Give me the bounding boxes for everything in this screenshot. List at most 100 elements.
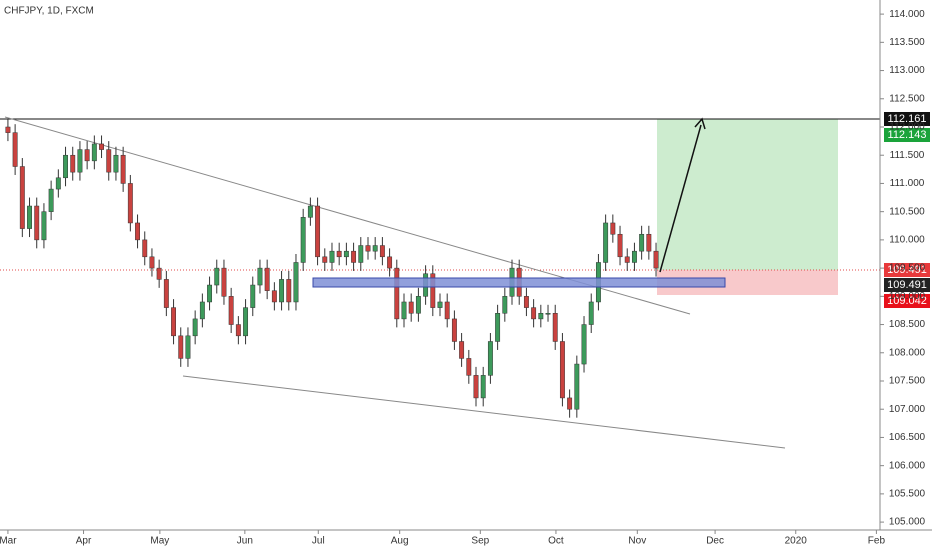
chart-title: CHFJPY, 1D, FXCM bbox=[4, 6, 94, 17]
candle-body bbox=[322, 256, 328, 263]
trend-line bbox=[182, 375, 786, 449]
candle-body bbox=[444, 301, 450, 320]
candle-body bbox=[199, 301, 205, 320]
candle-body bbox=[178, 335, 184, 359]
candle-body bbox=[473, 375, 479, 399]
candle-body bbox=[279, 279, 285, 303]
arrow bbox=[659, 124, 702, 273]
y-tick-label: 105.500 bbox=[889, 489, 926, 500]
price-tag bbox=[884, 294, 930, 308]
candle-body bbox=[257, 267, 263, 286]
x-tick-label: Oct bbox=[548, 536, 564, 547]
candle-body bbox=[646, 233, 652, 252]
candle-body bbox=[401, 301, 407, 320]
candle-body bbox=[99, 143, 104, 150]
candle-body bbox=[207, 284, 213, 303]
candle-body bbox=[127, 183, 133, 224]
candle-body bbox=[495, 313, 501, 342]
candle-body bbox=[307, 205, 313, 218]
candles bbox=[5, 118, 659, 418]
candle-body bbox=[336, 250, 342, 258]
candle-body bbox=[531, 307, 537, 320]
candle-body bbox=[149, 256, 155, 269]
candle-body bbox=[185, 335, 191, 359]
support-zone bbox=[312, 277, 726, 288]
candle-body bbox=[617, 233, 623, 258]
candle-body bbox=[408, 301, 414, 314]
candle-body bbox=[286, 279, 292, 303]
candle-body bbox=[480, 375, 486, 399]
candle-body bbox=[358, 245, 364, 263]
candle-body bbox=[135, 222, 140, 241]
candle-body bbox=[372, 245, 378, 252]
candle-body bbox=[631, 250, 637, 263]
candle-body bbox=[415, 296, 421, 314]
target-zone bbox=[657, 119, 838, 270]
candle-body bbox=[228, 296, 234, 325]
y-tick-label: 110.500 bbox=[889, 206, 925, 217]
candle-body bbox=[567, 397, 573, 410]
candle-body bbox=[588, 301, 594, 325]
y-tick-label: 112.000 bbox=[889, 122, 925, 133]
y-tick-label: 114.000 bbox=[889, 9, 925, 20]
candle-body bbox=[603, 222, 609, 263]
y-tick-label: 113.000 bbox=[889, 65, 925, 76]
y-tick-label: 111.000 bbox=[890, 178, 925, 189]
candle-body bbox=[171, 307, 177, 337]
candle-body bbox=[351, 250, 357, 263]
x-tick-label: Feb bbox=[868, 536, 886, 547]
candle-body bbox=[430, 273, 436, 308]
candle-body bbox=[156, 267, 162, 280]
candle-body bbox=[63, 154, 68, 179]
candle-body bbox=[343, 250, 349, 258]
y-tick-label: 109.500 bbox=[889, 263, 926, 274]
candle-body bbox=[214, 267, 220, 286]
price-tag bbox=[884, 128, 930, 142]
candle-body bbox=[264, 267, 270, 291]
x-tick-label: Jul bbox=[312, 536, 325, 547]
candle-body bbox=[379, 245, 385, 258]
candle-body bbox=[77, 149, 83, 173]
candle-body bbox=[271, 290, 277, 303]
x-tick-label: Aug bbox=[391, 536, 409, 547]
candle-body bbox=[315, 205, 321, 258]
candle-body bbox=[365, 245, 371, 252]
candle-body bbox=[574, 363, 580, 410]
candle-body bbox=[27, 205, 32, 229]
x-tick-label: Dec bbox=[706, 536, 724, 547]
candle-body bbox=[250, 284, 256, 308]
y-tick-label: 110.000 bbox=[889, 235, 925, 246]
price-tag bbox=[884, 112, 930, 126]
candle-body bbox=[106, 149, 112, 173]
y-tick-label: 106.000 bbox=[889, 460, 926, 471]
candle-body bbox=[394, 267, 400, 320]
candle-body bbox=[581, 324, 587, 365]
y-tick-label: 107.000 bbox=[889, 404, 926, 415]
candle-body bbox=[451, 318, 457, 342]
candle-body bbox=[84, 149, 90, 162]
price-label: 112.161 bbox=[888, 113, 927, 125]
candle-body bbox=[48, 188, 54, 212]
price-label: 109.491 bbox=[887, 264, 927, 276]
y-tick-label: 107.500 bbox=[889, 376, 926, 387]
candle-body bbox=[243, 307, 249, 337]
y-tick-label: 108.000 bbox=[889, 347, 926, 358]
candle-body bbox=[41, 211, 47, 241]
arrow-head bbox=[694, 117, 706, 130]
x-tick-label: Mar bbox=[0, 536, 17, 547]
x-tick-label: 2020 bbox=[785, 536, 808, 547]
candle-body bbox=[12, 132, 18, 167]
price-tag bbox=[884, 263, 930, 277]
candle-body bbox=[487, 341, 493, 376]
x-tick-label: Jun bbox=[237, 536, 253, 547]
candle-body bbox=[538, 313, 544, 320]
candle-body bbox=[55, 177, 61, 190]
candle-body bbox=[502, 296, 508, 314]
x-tick-label: Sep bbox=[471, 536, 489, 547]
price-tag bbox=[884, 278, 930, 292]
candle-body bbox=[235, 324, 241, 337]
candle-body bbox=[545, 313, 551, 315]
candle-body bbox=[552, 313, 558, 342]
candle-body bbox=[329, 250, 335, 263]
y-tick-label: 112.500 bbox=[889, 93, 925, 104]
